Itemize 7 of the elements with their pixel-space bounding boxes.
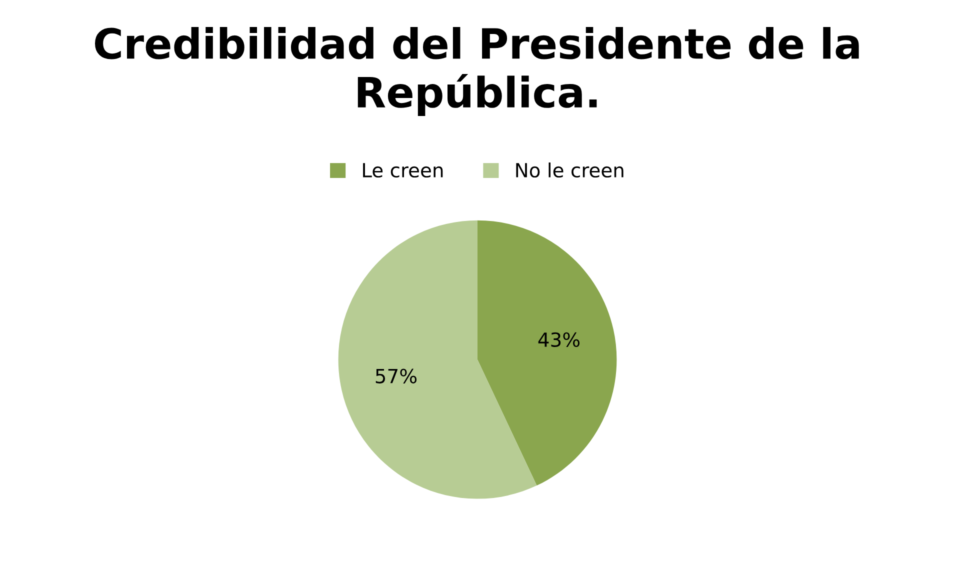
pie-slice <box>338 220 537 499</box>
legend-label: Le creen <box>363 163 443 178</box>
data-label: 57% <box>376 368 417 384</box>
legend-label: No le creen <box>516 162 624 178</box>
chart-title: Credibilidad del Presidente de la República. <box>94 27 859 116</box>
pie-slice <box>478 220 617 486</box>
data-label: 43% <box>538 332 580 348</box>
